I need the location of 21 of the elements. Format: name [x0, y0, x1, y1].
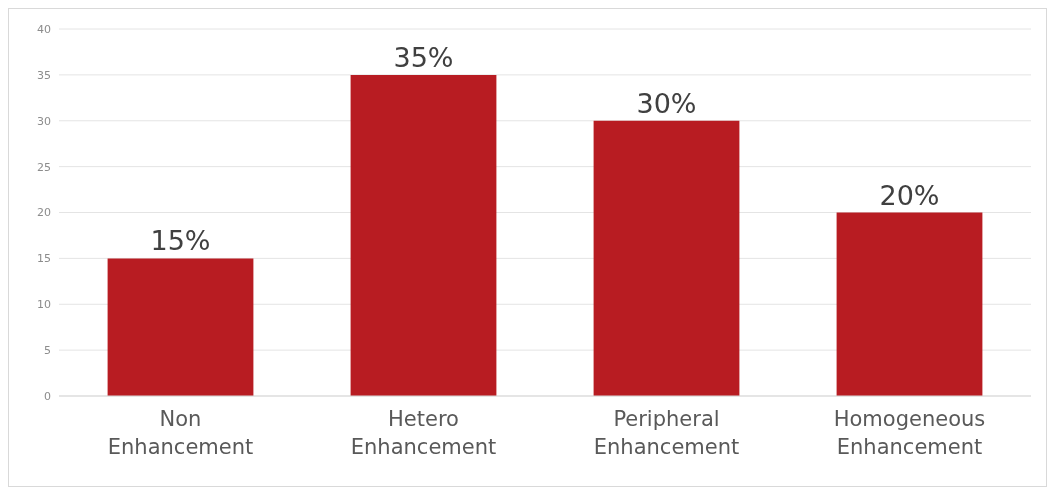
bar: [107, 258, 254, 396]
y-tick-label: 15: [37, 252, 51, 266]
data-label: 15%: [150, 225, 211, 257]
y-tick-label: 35: [37, 68, 51, 82]
x-tick-label: Non Enhancement: [107, 407, 254, 459]
y-tick-label: 0: [44, 389, 51, 403]
x-tick-label: Hetero Enhancement: [350, 407, 497, 459]
bar: [350, 74, 497, 396]
data-label: 20%: [879, 179, 940, 211]
x-tick-label: Peripheral Enhancement: [593, 407, 740, 459]
y-tick-label: 30: [37, 114, 51, 128]
y-tick-label: 25: [37, 160, 51, 174]
y-tick-label: 5: [44, 344, 51, 358]
bar: [593, 120, 740, 396]
bar: [836, 212, 983, 396]
y-tick-label: 20: [37, 206, 51, 220]
y-tick-label: 10: [37, 298, 51, 312]
data-label: 30%: [636, 87, 697, 119]
data-label: 35%: [393, 41, 454, 73]
y-tick-label: 40: [37, 22, 51, 36]
x-tick-label: Homogeneous Enhancement: [833, 407, 986, 459]
